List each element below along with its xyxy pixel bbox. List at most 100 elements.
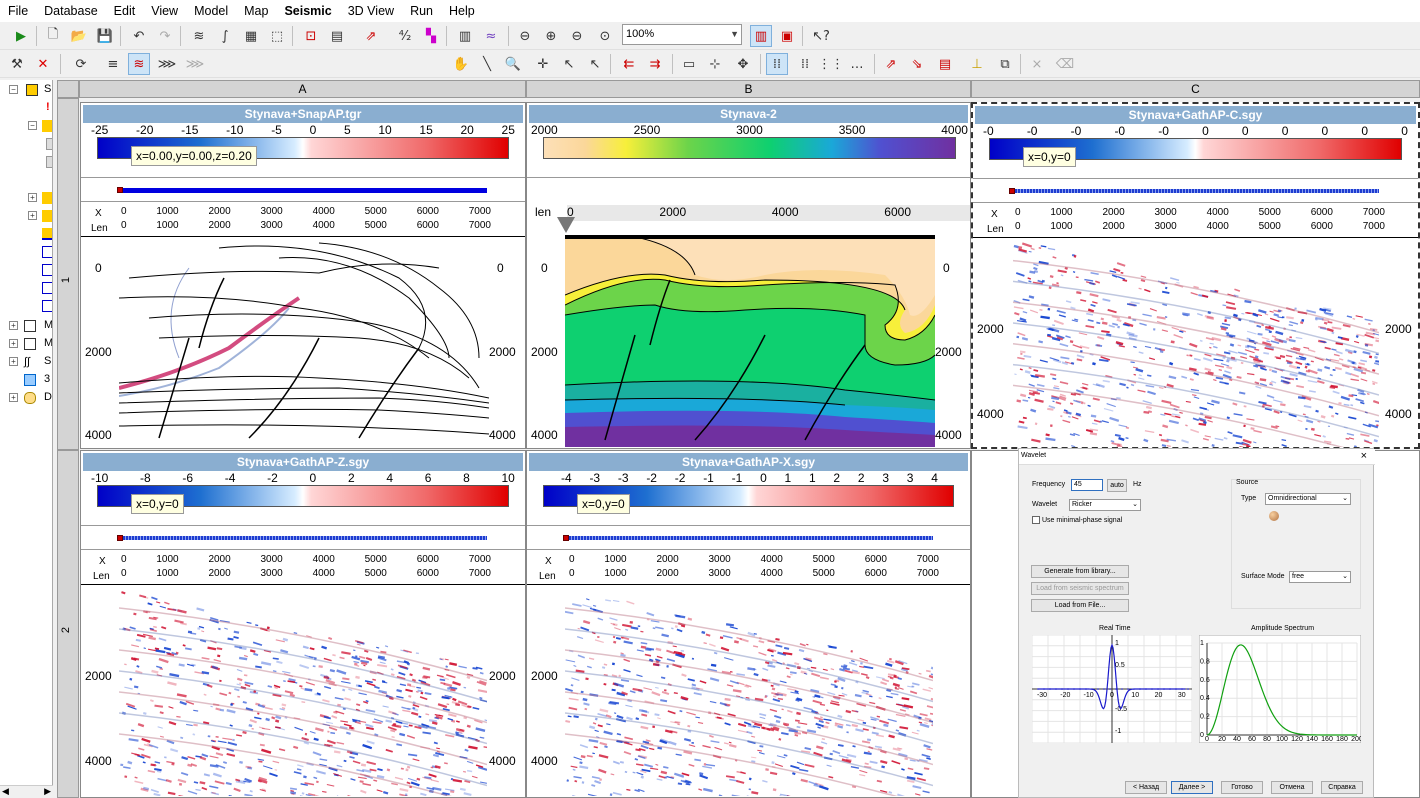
tree-item-m1[interactable]: + M bbox=[0, 318, 52, 334]
tree-item-s2[interactable]: + ∫∫ S bbox=[0, 354, 52, 370]
menu-3dview[interactable]: 3D View bbox=[347, 4, 395, 18]
select-arrow-icon[interactable]: ↖ bbox=[563, 56, 575, 72]
zoom-reduce-icon[interactable]: ⊖ bbox=[571, 28, 583, 44]
seismic-section[interactable] bbox=[1012, 239, 1384, 447]
table-edit-icon[interactable]: ▤ bbox=[938, 56, 952, 72]
faults-icon[interactable]: ∫ bbox=[221, 28, 229, 44]
tree-item-s[interactable]: − S bbox=[0, 82, 52, 98]
redo-icon[interactable]: ↷ bbox=[159, 28, 171, 44]
crosshair-icon[interactable]: ✛ bbox=[537, 56, 549, 72]
panel-b1[interactable]: Stynava-2 2000 2500 3000 3500 4000 len 0 2000… bbox=[526, 102, 971, 449]
tree-item-seismic[interactable] bbox=[0, 298, 52, 314]
frequency-input[interactable]: 45 bbox=[1071, 479, 1103, 491]
variable-density-icon[interactable]: ≋ bbox=[128, 53, 150, 75]
load-seismic-spectrum-button[interactable]: Load from seismic spectrum bbox=[1031, 582, 1129, 595]
help-button[interactable]: Справка bbox=[1321, 781, 1363, 794]
tile-view-icon[interactable]: ▣ bbox=[780, 28, 794, 44]
tree-scrollbar[interactable]: ◀ ▶ bbox=[0, 785, 53, 798]
spectrum-icon[interactable]: ≈ bbox=[485, 28, 497, 44]
eraser-icon[interactable]: ⌫ bbox=[1055, 56, 1075, 72]
velocity-model[interactable] bbox=[565, 235, 935, 447]
wiggle-fill-icon[interactable]: ⋙ bbox=[157, 56, 177, 72]
delete-icon[interactable]: ✕ bbox=[37, 56, 49, 72]
cube-icon[interactable]: ⬚ bbox=[270, 28, 284, 44]
save-icon[interactable]: 💾 bbox=[96, 28, 114, 44]
wiggle-icon[interactable]: ≡ bbox=[107, 56, 119, 72]
trace-marker[interactable] bbox=[1009, 188, 1015, 194]
generate-from-library-button[interactable]: Generate from library... bbox=[1031, 565, 1129, 578]
tree-item-seismic[interactable] bbox=[0, 262, 52, 278]
trace-marker[interactable] bbox=[117, 187, 123, 193]
window-icon[interactable]: ▭ bbox=[682, 56, 696, 72]
done-button[interactable]: Готово bbox=[1221, 781, 1263, 794]
back-button[interactable]: < Назад bbox=[1125, 781, 1167, 794]
tree-item-seismic[interactable] bbox=[0, 226, 52, 242]
surface-select[interactable]: free ⌄ bbox=[1289, 571, 1351, 583]
magnifier-icon[interactable]: 🔍 bbox=[504, 56, 522, 72]
panel-a2[interactable]: Stynava+GathAP-Z.sgy -10 -8 -6 -4 -2 0 2 4 6 8 10 … bbox=[80, 450, 526, 798]
calc-icon[interactable]: ⁴⁄₂ bbox=[398, 28, 412, 44]
menu-run[interactable]: Run bbox=[410, 4, 433, 18]
dots-grid-icon[interactable]: ⁞⁞ bbox=[766, 53, 788, 75]
close-icon[interactable]: × bbox=[1360, 450, 1367, 462]
row-header-2[interactable]: 2 bbox=[57, 450, 79, 798]
horizon-section[interactable] bbox=[119, 238, 489, 446]
cut-line-icon[interactable]: ⨯ bbox=[1031, 56, 1043, 72]
seismic-section[interactable] bbox=[564, 586, 940, 797]
grid-edit-icon[interactable]: ▦ bbox=[244, 28, 258, 44]
menu-map[interactable]: Map bbox=[244, 4, 269, 18]
panel-b2[interactable]: Stynava+GathAP-X.sgy -4 -3 -3 -2 -2 -1 -1 0 1 1 2 2… bbox=[526, 450, 971, 798]
line-tool-icon[interactable]: ╲ bbox=[483, 56, 491, 72]
open-folder-icon[interactable]: 📂 bbox=[70, 28, 88, 44]
trace-marker[interactable] bbox=[117, 535, 123, 541]
minphase-checkbox[interactable] bbox=[1032, 516, 1040, 524]
pick-icon[interactable]: ⚒ bbox=[11, 56, 23, 72]
dots-grid2-icon[interactable]: ⁞⁞ bbox=[800, 56, 810, 72]
run-icon[interactable]: ▶ bbox=[16, 28, 26, 44]
seismic-view-icon[interactable]: ▥ bbox=[458, 28, 472, 44]
menu-help[interactable]: Help bbox=[449, 4, 475, 18]
auto-button[interactable]: auto bbox=[1107, 479, 1127, 492]
help-cursor-icon[interactable]: ↖? bbox=[812, 28, 830, 44]
chevron-left-icon[interactable]: ◀ bbox=[2, 786, 9, 796]
crop-icon[interactable]: ⊡ bbox=[305, 28, 317, 44]
column-header-a[interactable]: A bbox=[79, 80, 526, 98]
tree-item-folder[interactable]: + bbox=[0, 208, 52, 224]
wiggle-off-icon[interactable]: ⋙ bbox=[185, 56, 205, 72]
flip-right-icon[interactable]: ⇉ bbox=[649, 56, 661, 72]
dotted-line-icon[interactable]: … bbox=[850, 56, 864, 72]
panel-c1[interactable]: Stynava+GathAP-C.sgy -0 -0 -0 -0 -0 0 0 0 0 0 0 x=… bbox=[971, 102, 1420, 449]
tree-item-warning[interactable]: ! bbox=[46, 101, 50, 113]
export-graph-icon[interactable]: ⇗ bbox=[885, 56, 897, 72]
type-select[interactable]: Omnidirectional ⌄ bbox=[1265, 493, 1351, 505]
menu-file[interactable]: File bbox=[8, 4, 29, 18]
cancel-button[interactable]: Отмена bbox=[1271, 781, 1313, 794]
tree-item-seismic[interactable] bbox=[0, 280, 52, 296]
export-icon[interactable]: ⇗ bbox=[365, 28, 377, 44]
dense-grid-icon[interactable]: ⋮⋮ bbox=[818, 56, 844, 72]
flip-left-icon[interactable]: ⇇ bbox=[623, 56, 635, 72]
table-icon[interactable]: ▤ bbox=[330, 28, 344, 44]
copy-icon[interactable]: ⧉ bbox=[1000, 56, 1010, 72]
chevron-right-icon[interactable]: ▶ bbox=[44, 786, 51, 796]
seismic-section[interactable] bbox=[118, 586, 492, 797]
menu-seismic[interactable]: Seismic bbox=[284, 4, 332, 18]
menu-edit[interactable]: Edit bbox=[113, 4, 136, 18]
refresh-icon[interactable]: ⟳ bbox=[75, 56, 87, 72]
horizons-icon[interactable]: ≋ bbox=[193, 28, 205, 44]
tree-item-folder[interactable]: + bbox=[0, 190, 52, 206]
move-node-icon[interactable]: ⊹ bbox=[709, 56, 721, 72]
column-header-c[interactable]: C bbox=[971, 80, 1420, 98]
palette-icon[interactable]: ▚ bbox=[426, 28, 436, 44]
trace-marker[interactable] bbox=[563, 535, 569, 541]
split-view-icon[interactable]: ▥ bbox=[750, 25, 772, 47]
next-button[interactable]: Далее > bbox=[1171, 781, 1213, 794]
hand-icon[interactable]: ✋ bbox=[452, 56, 470, 72]
load-from-file-button[interactable]: Load from File... bbox=[1031, 599, 1129, 612]
tree-item-d[interactable]: + D bbox=[0, 390, 52, 406]
panel-a1[interactable]: Stynava+SnapAP.tgr -25 -20 -15 -10 -5 0 5 10 15 2… bbox=[80, 102, 526, 449]
zoom-fit-icon[interactable]: ⊙ bbox=[599, 28, 611, 44]
pan-icon[interactable]: ✥ bbox=[737, 56, 749, 72]
menu-database[interactable]: Database bbox=[44, 4, 98, 18]
new-file-icon[interactable]: 🗋 bbox=[47, 27, 59, 42]
